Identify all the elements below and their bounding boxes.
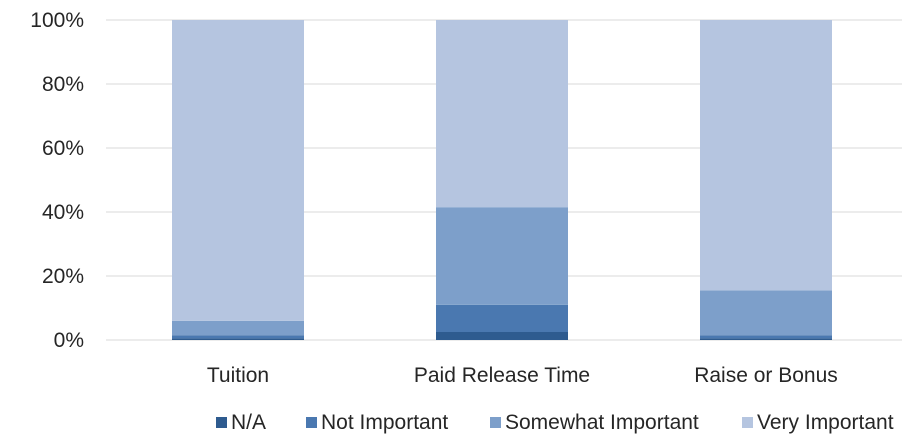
bar-segment [172, 335, 304, 339]
x-axis-category-labels: Tuition Paid Release Time Raise or Bonus [207, 364, 838, 387]
bar-segment [700, 20, 832, 291]
y-tick-label: 0% [54, 329, 84, 352]
legend-label: Very Important [757, 411, 894, 434]
bar-segment [700, 290, 832, 336]
legend-swatch [306, 417, 317, 428]
bar-segment [700, 335, 832, 339]
bar-segment [436, 20, 568, 208]
bar-segment [436, 304, 568, 332]
bar-segment [172, 320, 304, 336]
legend-swatch [742, 417, 753, 428]
legend-swatch [490, 417, 501, 428]
legend-item: Very Important [742, 411, 894, 434]
legend-item: Not Important [306, 411, 448, 434]
legend-item: N/A [216, 411, 266, 434]
y-tick-label: 40% [42, 201, 84, 224]
x-category-label: Raise or Bonus [694, 364, 838, 387]
bar-segment [436, 207, 568, 305]
y-tick-label: 60% [42, 137, 84, 160]
bar-segment [172, 338, 304, 340]
legend-label: Somewhat Important [505, 411, 699, 434]
x-category-label: Tuition [207, 364, 269, 387]
bars [172, 20, 832, 340]
legend: N/A Not Important Somewhat Important Very I… [216, 411, 894, 434]
bar-segment [436, 332, 568, 340]
y-tick-label: 100% [30, 9, 84, 32]
x-category-label: Paid Release Time [414, 364, 590, 387]
bar-segment [700, 338, 832, 340]
legend-swatch [216, 417, 227, 428]
y-axis-tick-labels: 0% 20% 40% 60% 80% 100% [30, 9, 84, 352]
legend-label: N/A [231, 411, 266, 434]
y-tick-label: 80% [42, 73, 84, 96]
bar-segment [172, 20, 304, 321]
legend-label: Not Important [321, 411, 448, 434]
legend-item: Somewhat Important [490, 411, 699, 434]
y-tick-label: 20% [42, 265, 84, 288]
